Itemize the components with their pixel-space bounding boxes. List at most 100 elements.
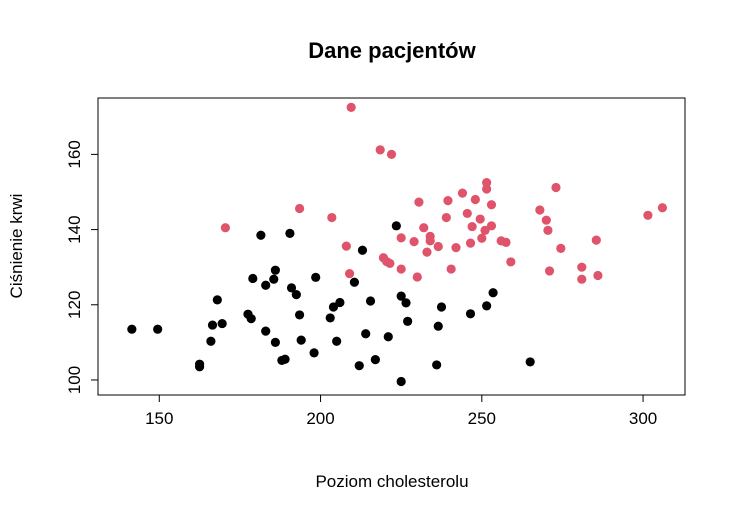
data-point-red <box>544 266 555 276</box>
data-point-red <box>482 184 492 194</box>
data-point-black <box>354 361 364 371</box>
data-point-red <box>396 264 406 274</box>
data-point-black <box>285 228 295 238</box>
data-point-red <box>457 188 468 198</box>
data-point-black <box>311 272 321 282</box>
data-point-red <box>462 208 472 219</box>
data-point-red <box>643 210 653 220</box>
data-point-red <box>327 212 337 223</box>
data-point-red <box>535 205 545 215</box>
chart-title: Dane pacjentów <box>308 38 476 63</box>
data-point-red <box>422 247 432 257</box>
data-point-black <box>325 313 335 323</box>
data-point-red <box>475 214 485 224</box>
data-point-red <box>541 215 551 225</box>
data-point-red <box>482 177 492 188</box>
data-point-black <box>207 320 218 330</box>
data-point-black <box>396 291 406 301</box>
data-point-red <box>346 102 356 112</box>
data-point-black <box>361 329 371 339</box>
data-point-red <box>480 225 490 235</box>
data-point-black <box>365 296 376 306</box>
data-point-red <box>467 221 477 232</box>
data-point-red <box>294 203 305 214</box>
data-point-black <box>433 321 443 331</box>
data-point-red <box>375 145 385 155</box>
y-axis: 100 120 140 160 <box>65 140 99 394</box>
x-axis: 150 200 250 300 <box>145 394 657 428</box>
y-tick-label: 140 <box>65 215 84 243</box>
data-point-black <box>153 324 163 334</box>
data-point-black <box>270 337 280 347</box>
data-point-red <box>501 237 511 247</box>
data-point-black <box>269 274 279 284</box>
data-point-red <box>551 182 561 193</box>
y-tick-label: 100 <box>65 366 84 394</box>
data-point-black <box>391 221 401 231</box>
data-point-red <box>591 235 601 245</box>
data-point-black <box>246 314 256 324</box>
data-point-black <box>206 336 216 346</box>
data-point-red <box>419 223 429 233</box>
x-tick-label: 250 <box>468 409 496 428</box>
data-point-red <box>556 243 566 253</box>
x-tick-label: 300 <box>629 409 657 428</box>
data-point-black <box>286 283 297 293</box>
data-point-black <box>194 359 205 369</box>
data-point-red <box>446 264 456 274</box>
data-point-red <box>577 262 587 272</box>
data-point-black <box>383 332 393 342</box>
data-point-black <box>525 357 535 367</box>
data-point-black <box>261 280 271 290</box>
data-point-black <box>488 288 498 298</box>
data-point-red <box>486 221 497 231</box>
data-point-red <box>412 272 422 282</box>
x-tick-label: 200 <box>306 409 334 428</box>
data-point-black <box>280 354 290 364</box>
data-point-red <box>593 270 603 281</box>
x-axis-label: Poziom cholesterolu <box>315 472 468 491</box>
data-point-red <box>220 223 230 233</box>
data-point-red <box>341 241 351 251</box>
data-point-red <box>477 233 487 243</box>
data-point-black <box>432 360 442 370</box>
data-point-red <box>344 268 355 279</box>
data-point-red <box>414 197 424 207</box>
data-points <box>127 102 668 387</box>
data-point-black <box>261 326 271 336</box>
data-point-black <box>396 376 406 387</box>
data-point-black <box>296 335 306 345</box>
data-point-black <box>217 318 227 329</box>
plot-frame <box>97 97 686 396</box>
data-point-red <box>486 200 497 210</box>
data-point-black <box>403 316 413 326</box>
x-tick-label: 150 <box>145 409 173 428</box>
data-point-red <box>396 233 406 243</box>
data-point-red <box>470 194 480 205</box>
data-point-black <box>370 355 380 365</box>
data-point-red <box>543 225 553 235</box>
data-point-black <box>270 265 280 275</box>
y-tick-label: 120 <box>65 291 84 319</box>
data-point-black <box>436 302 447 312</box>
data-point-red <box>441 212 451 223</box>
data-point-black <box>328 302 339 312</box>
data-point-black <box>465 309 476 319</box>
y-tick-label: 160 <box>65 140 84 168</box>
data-point-red <box>385 258 395 269</box>
data-point-black <box>127 324 137 334</box>
data-point-black <box>248 273 258 284</box>
data-point-red <box>451 243 461 253</box>
y-axis-label: Ciśnienie krwi <box>7 194 26 299</box>
data-point-black <box>212 295 222 305</box>
data-point-black <box>349 277 360 287</box>
data-point-red <box>443 196 453 206</box>
data-point-red <box>433 241 443 252</box>
data-point-black <box>401 298 411 308</box>
data-point-black <box>482 301 492 311</box>
data-point-red <box>409 237 419 247</box>
data-point-red <box>506 257 516 267</box>
data-point-black <box>256 230 266 240</box>
data-point-black <box>357 245 368 255</box>
